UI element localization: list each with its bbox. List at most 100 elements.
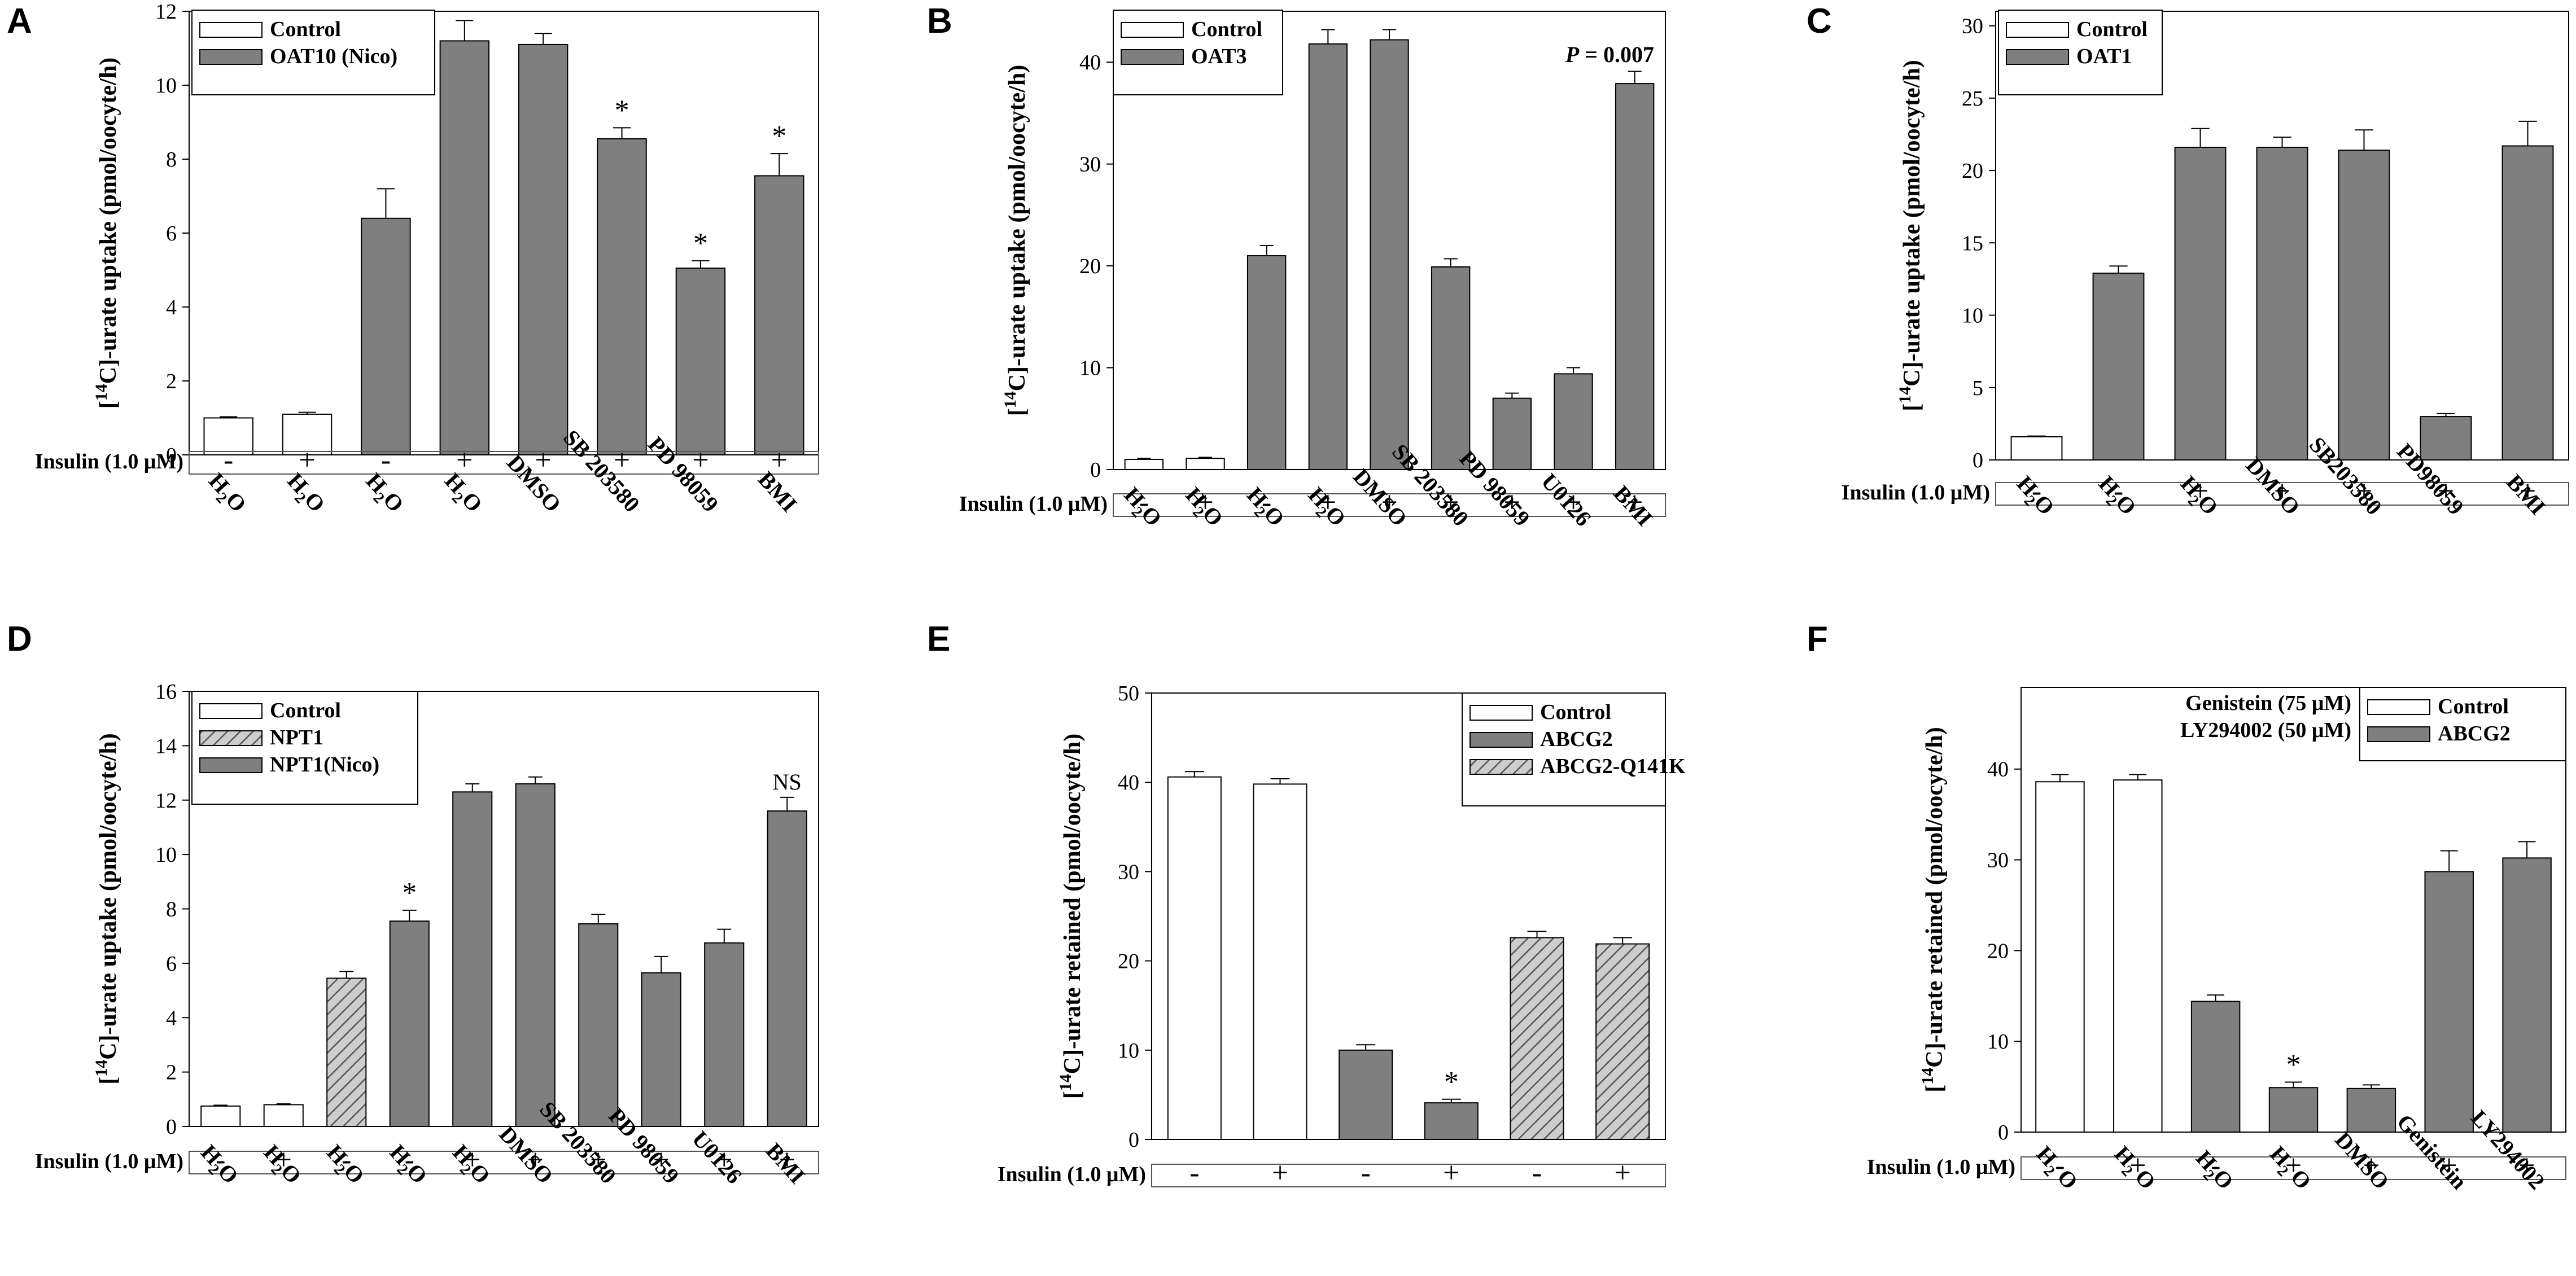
y-tick-label: 10 (1118, 1039, 1139, 1063)
insulin-sign: + (1565, 486, 1581, 519)
y-tick-label: 5 (1973, 376, 1983, 400)
insulin-sign: + (2441, 1150, 2457, 1182)
insulin-sign: + (2356, 475, 2372, 507)
category-label: H2O (2188, 1145, 2238, 1197)
plot-frame (1151, 692, 1666, 1140)
y-axis-label: [14C]-urate uptake (pmol/oocyte/h) (92, 733, 121, 1085)
insulin-label: Insulin (1.0 μM) (1842, 481, 1990, 505)
insulin-sign: + (2520, 475, 2536, 507)
insulin-band (1995, 482, 2569, 506)
significance-mark: * (693, 227, 708, 260)
bar-b-5 (1370, 39, 1409, 471)
legend-label: ABCG2 (1540, 727, 1613, 751)
bar-c-1 (2010, 436, 2063, 461)
y-tick-label: 0 (1129, 1128, 1139, 1152)
bar-f-2 (2113, 779, 2163, 1133)
bar-c-4 (2256, 147, 2308, 461)
chart-panel-c: C 0 5 10 15 20 25 30 [14C]-urate uptake (pmol/oo… (1807, 2, 2569, 520)
category-label: H2O (318, 1139, 369, 1191)
category-label: BMI (761, 1138, 810, 1189)
insulin-sign: + (590, 1144, 606, 1176)
insulin-sign: - (1361, 1157, 1371, 1189)
y-tick-label: 30 (1079, 153, 1101, 177)
insulin-sign: + (653, 1144, 670, 1176)
insulin-sign: + (716, 1144, 732, 1176)
y-tick-label: 40 (1118, 771, 1139, 795)
y-tick-label: 0 (166, 1115, 177, 1139)
y-tick-label: 6 (166, 952, 177, 976)
y-axis-label: [14C]-urate uptake (pmol/oocyte/h) (92, 58, 121, 409)
insulin-sign: + (1615, 1157, 1631, 1189)
bar-a-6 (597, 138, 647, 456)
insulin-sign: + (771, 444, 788, 476)
insulin-sign: - (2211, 1150, 2220, 1182)
category-label: H2O (1300, 482, 1351, 534)
category-label: BMI (2501, 469, 2551, 520)
insulin-sign: + (1197, 486, 1213, 519)
category-label: H2 O (2028, 1141, 2083, 1198)
insulin-sign: + (2518, 1150, 2535, 1182)
bar-f-3 (2190, 1001, 2241, 1133)
significance-mark: * (1444, 1066, 1459, 1098)
y-tick-label: 8 (166, 898, 177, 922)
bar-d-10 (767, 810, 807, 1127)
bar-d-3 (326, 977, 367, 1128)
insulin-band (189, 1151, 819, 1174)
significance-mark: * (615, 94, 629, 126)
insulin-sign: - (1532, 1157, 1542, 1189)
legend-label: Control (270, 699, 341, 722)
legend-swatch-treated (1121, 49, 1184, 65)
insulin-sign: + (1442, 486, 1459, 519)
insulin-band (189, 451, 819, 475)
y-tick-label: 25 (1962, 87, 1983, 111)
bar-a-5 (518, 43, 568, 455)
legend-swatch-treated (199, 49, 263, 65)
panel-letter-e: E (927, 620, 950, 659)
bar-e-4 (1424, 1102, 1479, 1140)
insulin-sign: - (1139, 486, 1149, 519)
y-tick-label: 50 (1118, 682, 1139, 705)
y-tick-label: 2 (166, 1061, 177, 1085)
insulin-sign: - (381, 444, 391, 476)
y-tick-label: 12 (155, 0, 177, 24)
bar-c-3 (2174, 147, 2227, 461)
legend-label: NPT1(Nico) (270, 753, 379, 777)
bar-c-6 (2420, 416, 2472, 461)
insulin-label: Insulin (1.0 μM) (35, 1150, 183, 1173)
category-label: H2 O (2262, 1141, 2316, 1198)
category-label: H2O (256, 1139, 307, 1191)
chart-panel-d: D 0 2 4 6 8 10 12 14 16 [14C]-urate uptake (pmol/o… (7, 620, 819, 1191)
bar-d-8 (641, 972, 681, 1127)
bar-e-5 (1510, 937, 1564, 1141)
legend-label: OAT3 (1191, 45, 1247, 68)
legend-swatch-hatch (1469, 759, 1533, 775)
insulin-sign: + (2192, 475, 2208, 507)
y-tick-label: 30 (1118, 860, 1139, 884)
bar-f-7 (2502, 857, 2552, 1133)
legend-label: Control (2438, 695, 2509, 718)
bar-a-7 (675, 268, 726, 455)
legend-swatch-control (2367, 699, 2430, 715)
legend-label: OAT10 (Nico) (270, 45, 397, 68)
category-label: H2O (1177, 482, 1228, 534)
legend-label: ABCG2-Q141K (1540, 755, 1686, 778)
y-tick-label: 20 (1962, 159, 1983, 183)
legend-label: Control (270, 17, 341, 41)
bar-b-7 (1492, 397, 1532, 471)
legend-swatch-treated (199, 757, 263, 773)
bar-b-6 (1431, 266, 1471, 470)
y-tick-label: 12 (155, 789, 177, 813)
legend-swatch-control (1121, 22, 1184, 38)
y-tick-label: 4 (166, 296, 177, 319)
bar-d-7 (578, 923, 619, 1128)
category-label: BMI (1608, 480, 1657, 531)
bar-b-9 (1615, 83, 1655, 471)
legend-swatch-control (199, 703, 263, 719)
panel-letter-b: B (927, 2, 952, 41)
bar-e-1 (1167, 776, 1222, 1140)
y-tick-label: 10 (1962, 304, 1983, 328)
insulin-sign: - (1262, 486, 1271, 519)
bar-b-8 (1554, 373, 1593, 470)
legend-swatch-control (1469, 705, 1533, 721)
